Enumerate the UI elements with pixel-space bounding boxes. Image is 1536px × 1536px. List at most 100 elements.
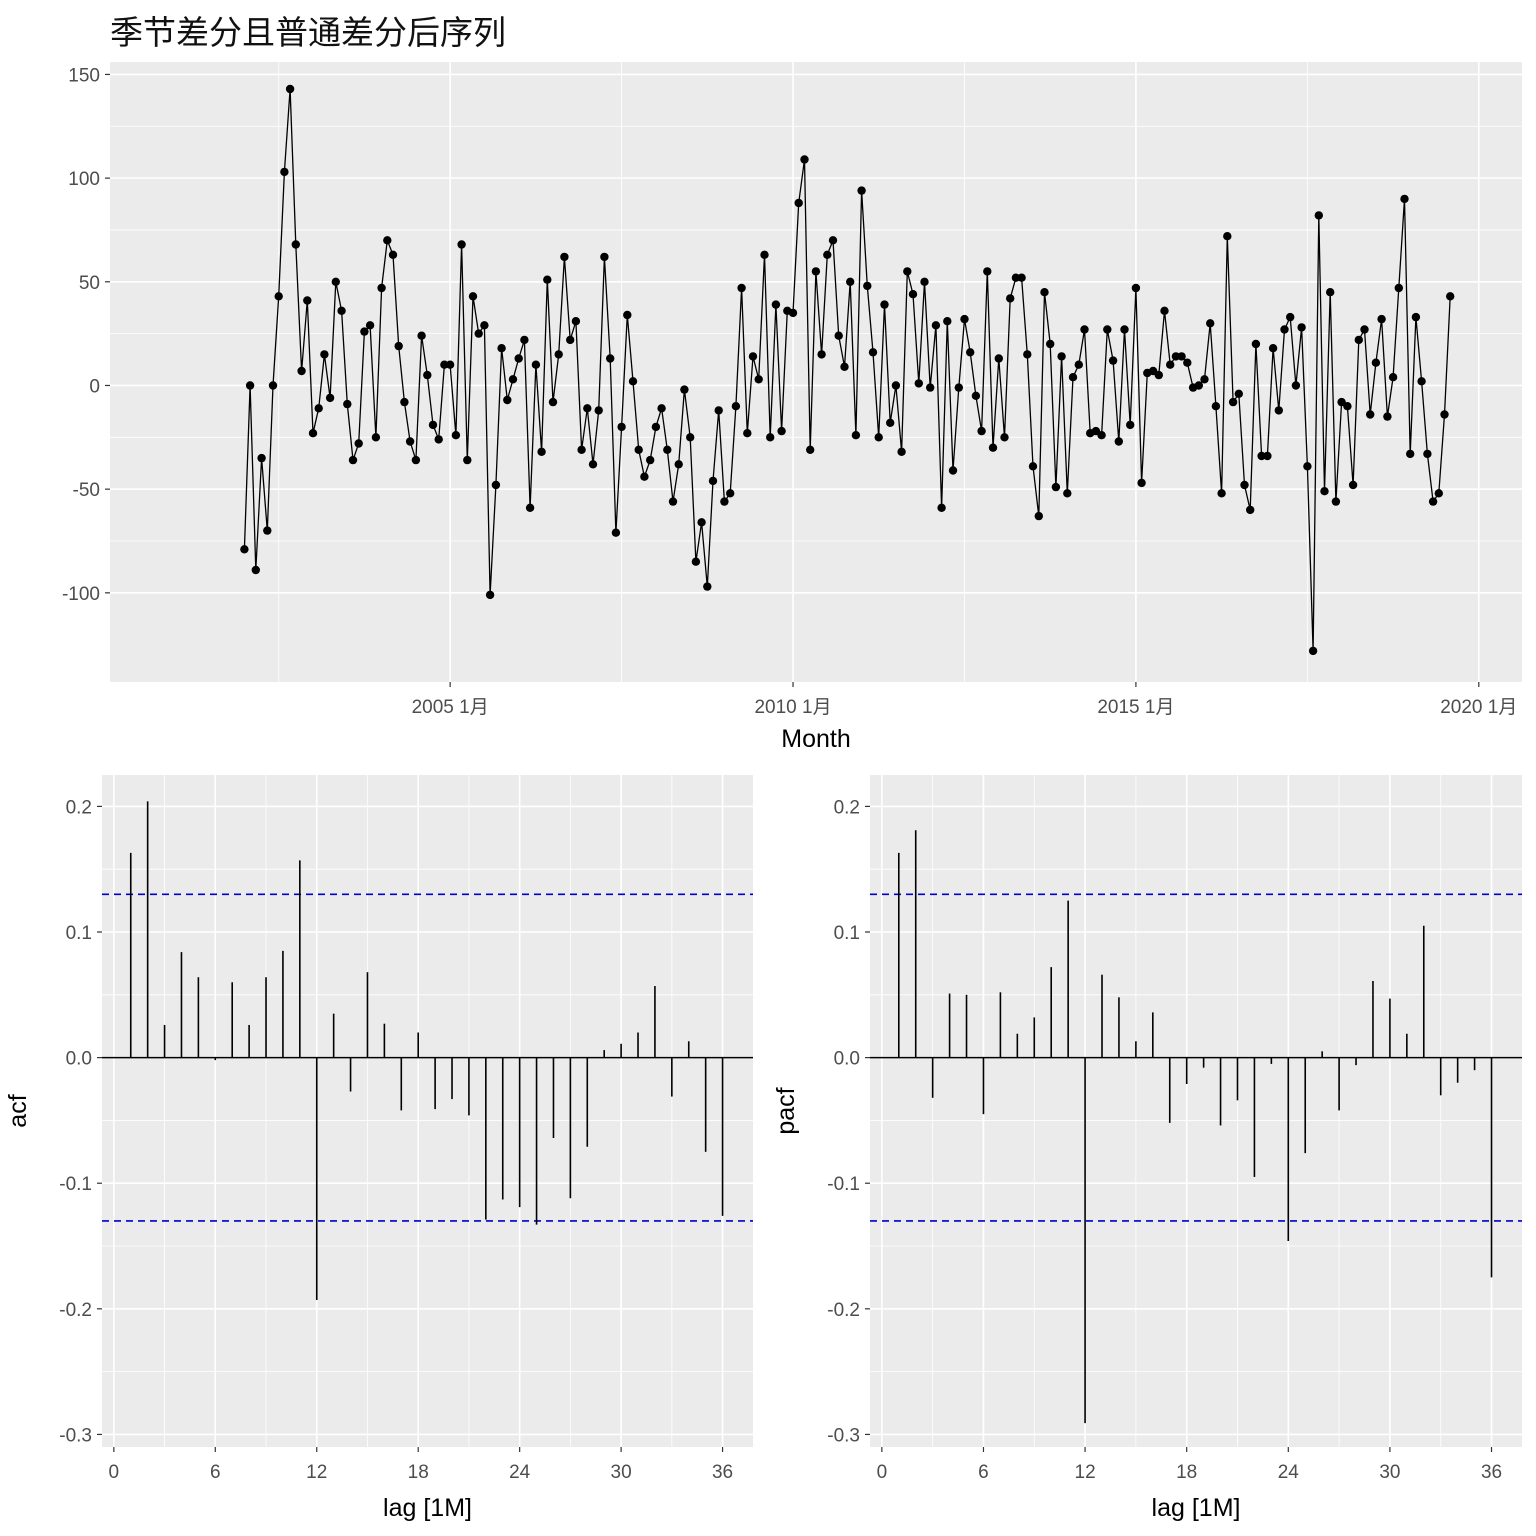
data-point (1348, 480, 1358, 490)
data-point (1286, 312, 1295, 322)
data-point (846, 277, 855, 286)
y-tick-label: -0.3 (827, 1425, 860, 1446)
data-point (1337, 397, 1346, 407)
plot-panel-series (110, 62, 1522, 682)
plot-panel-pacf (870, 775, 1522, 1447)
data-point (1234, 389, 1244, 398)
data-point (583, 404, 592, 413)
data-point (291, 240, 300, 249)
data-point (1263, 451, 1272, 461)
data-point (1354, 335, 1364, 345)
data-point (977, 426, 986, 436)
data-point (1223, 232, 1232, 241)
data-point (571, 317, 581, 326)
data-point (1291, 381, 1301, 390)
data-point (971, 391, 981, 400)
data-point (514, 354, 523, 363)
data-point (771, 300, 781, 309)
data-point (1131, 283, 1141, 293)
data-point (1228, 397, 1238, 407)
data-point (960, 314, 969, 324)
x-tick-label: 30 (611, 1462, 632, 1483)
data-point (543, 275, 552, 284)
data-point (623, 310, 632, 320)
data-point (1063, 489, 1072, 498)
data-point (1331, 497, 1341, 506)
data-point (697, 518, 706, 527)
data-point (1308, 646, 1318, 656)
data-point (594, 406, 603, 415)
data-point (943, 317, 952, 326)
data-point (1423, 449, 1432, 459)
data-point (1183, 358, 1192, 367)
data-point (1406, 449, 1415, 459)
data-point (743, 429, 752, 438)
data-point (445, 360, 455, 369)
y-tick-label: -100 (62, 584, 100, 605)
y-tick-label: -50 (73, 480, 100, 501)
x-tick-label: 12 (1075, 1462, 1096, 1483)
data-point (686, 433, 695, 442)
data-point (463, 455, 472, 465)
data-point (834, 331, 843, 340)
data-point (1217, 489, 1226, 498)
data-point (325, 393, 335, 403)
data-point (857, 186, 866, 195)
data-point (823, 250, 832, 259)
data-point (1194, 381, 1204, 390)
data-point (348, 455, 358, 465)
data-point (423, 370, 432, 380)
data-point (680, 385, 689, 394)
data-point (617, 422, 626, 432)
y-tick-label: -0.1 (827, 1174, 860, 1195)
data-point (537, 447, 546, 456)
data-point (1206, 319, 1215, 328)
data-point (360, 327, 369, 336)
x-tick-label: 6 (978, 1462, 989, 1483)
data-point (388, 250, 398, 259)
data-point (1080, 325, 1089, 334)
data-point (1303, 462, 1312, 471)
data-point (1097, 431, 1106, 440)
data-point (491, 480, 501, 490)
x-tick-label: 12 (306, 1462, 327, 1483)
data-point (657, 404, 666, 413)
x-tick-label: 0 (109, 1462, 120, 1483)
data-point (1320, 487, 1329, 496)
data-point (994, 354, 1003, 363)
data-point (840, 362, 849, 371)
data-point (428, 420, 438, 430)
data-point (777, 426, 786, 436)
data-point (520, 335, 529, 345)
x-tick-label: 18 (1176, 1462, 1197, 1483)
data-point (320, 350, 329, 359)
data-point (708, 476, 718, 486)
data-point (480, 321, 489, 330)
data-point (703, 582, 712, 591)
data-point (674, 460, 683, 469)
y-tick-label: 0.1 (66, 923, 92, 944)
data-point (691, 557, 701, 566)
data-point (497, 344, 506, 353)
data-point (851, 431, 861, 440)
y-tick-label: 50 (79, 273, 100, 294)
data-point (754, 375, 763, 384)
data-point (817, 350, 826, 359)
data-point (525, 503, 535, 512)
data-point (405, 437, 415, 446)
data-point (714, 406, 723, 415)
data-point (1257, 451, 1266, 461)
chart-title: 季节差分且普通差分后序列 (110, 13, 506, 52)
data-point (337, 306, 346, 315)
data-point (354, 439, 363, 448)
data-point (1440, 410, 1449, 419)
data-point (240, 545, 249, 554)
data-point (931, 321, 941, 330)
y-tick-label: -0.3 (59, 1425, 92, 1446)
x-tick-label: 18 (408, 1462, 429, 1483)
data-point (1371, 358, 1381, 367)
data-point (863, 281, 872, 291)
data-point (920, 277, 929, 286)
data-point (1240, 480, 1249, 490)
data-point (377, 283, 386, 293)
